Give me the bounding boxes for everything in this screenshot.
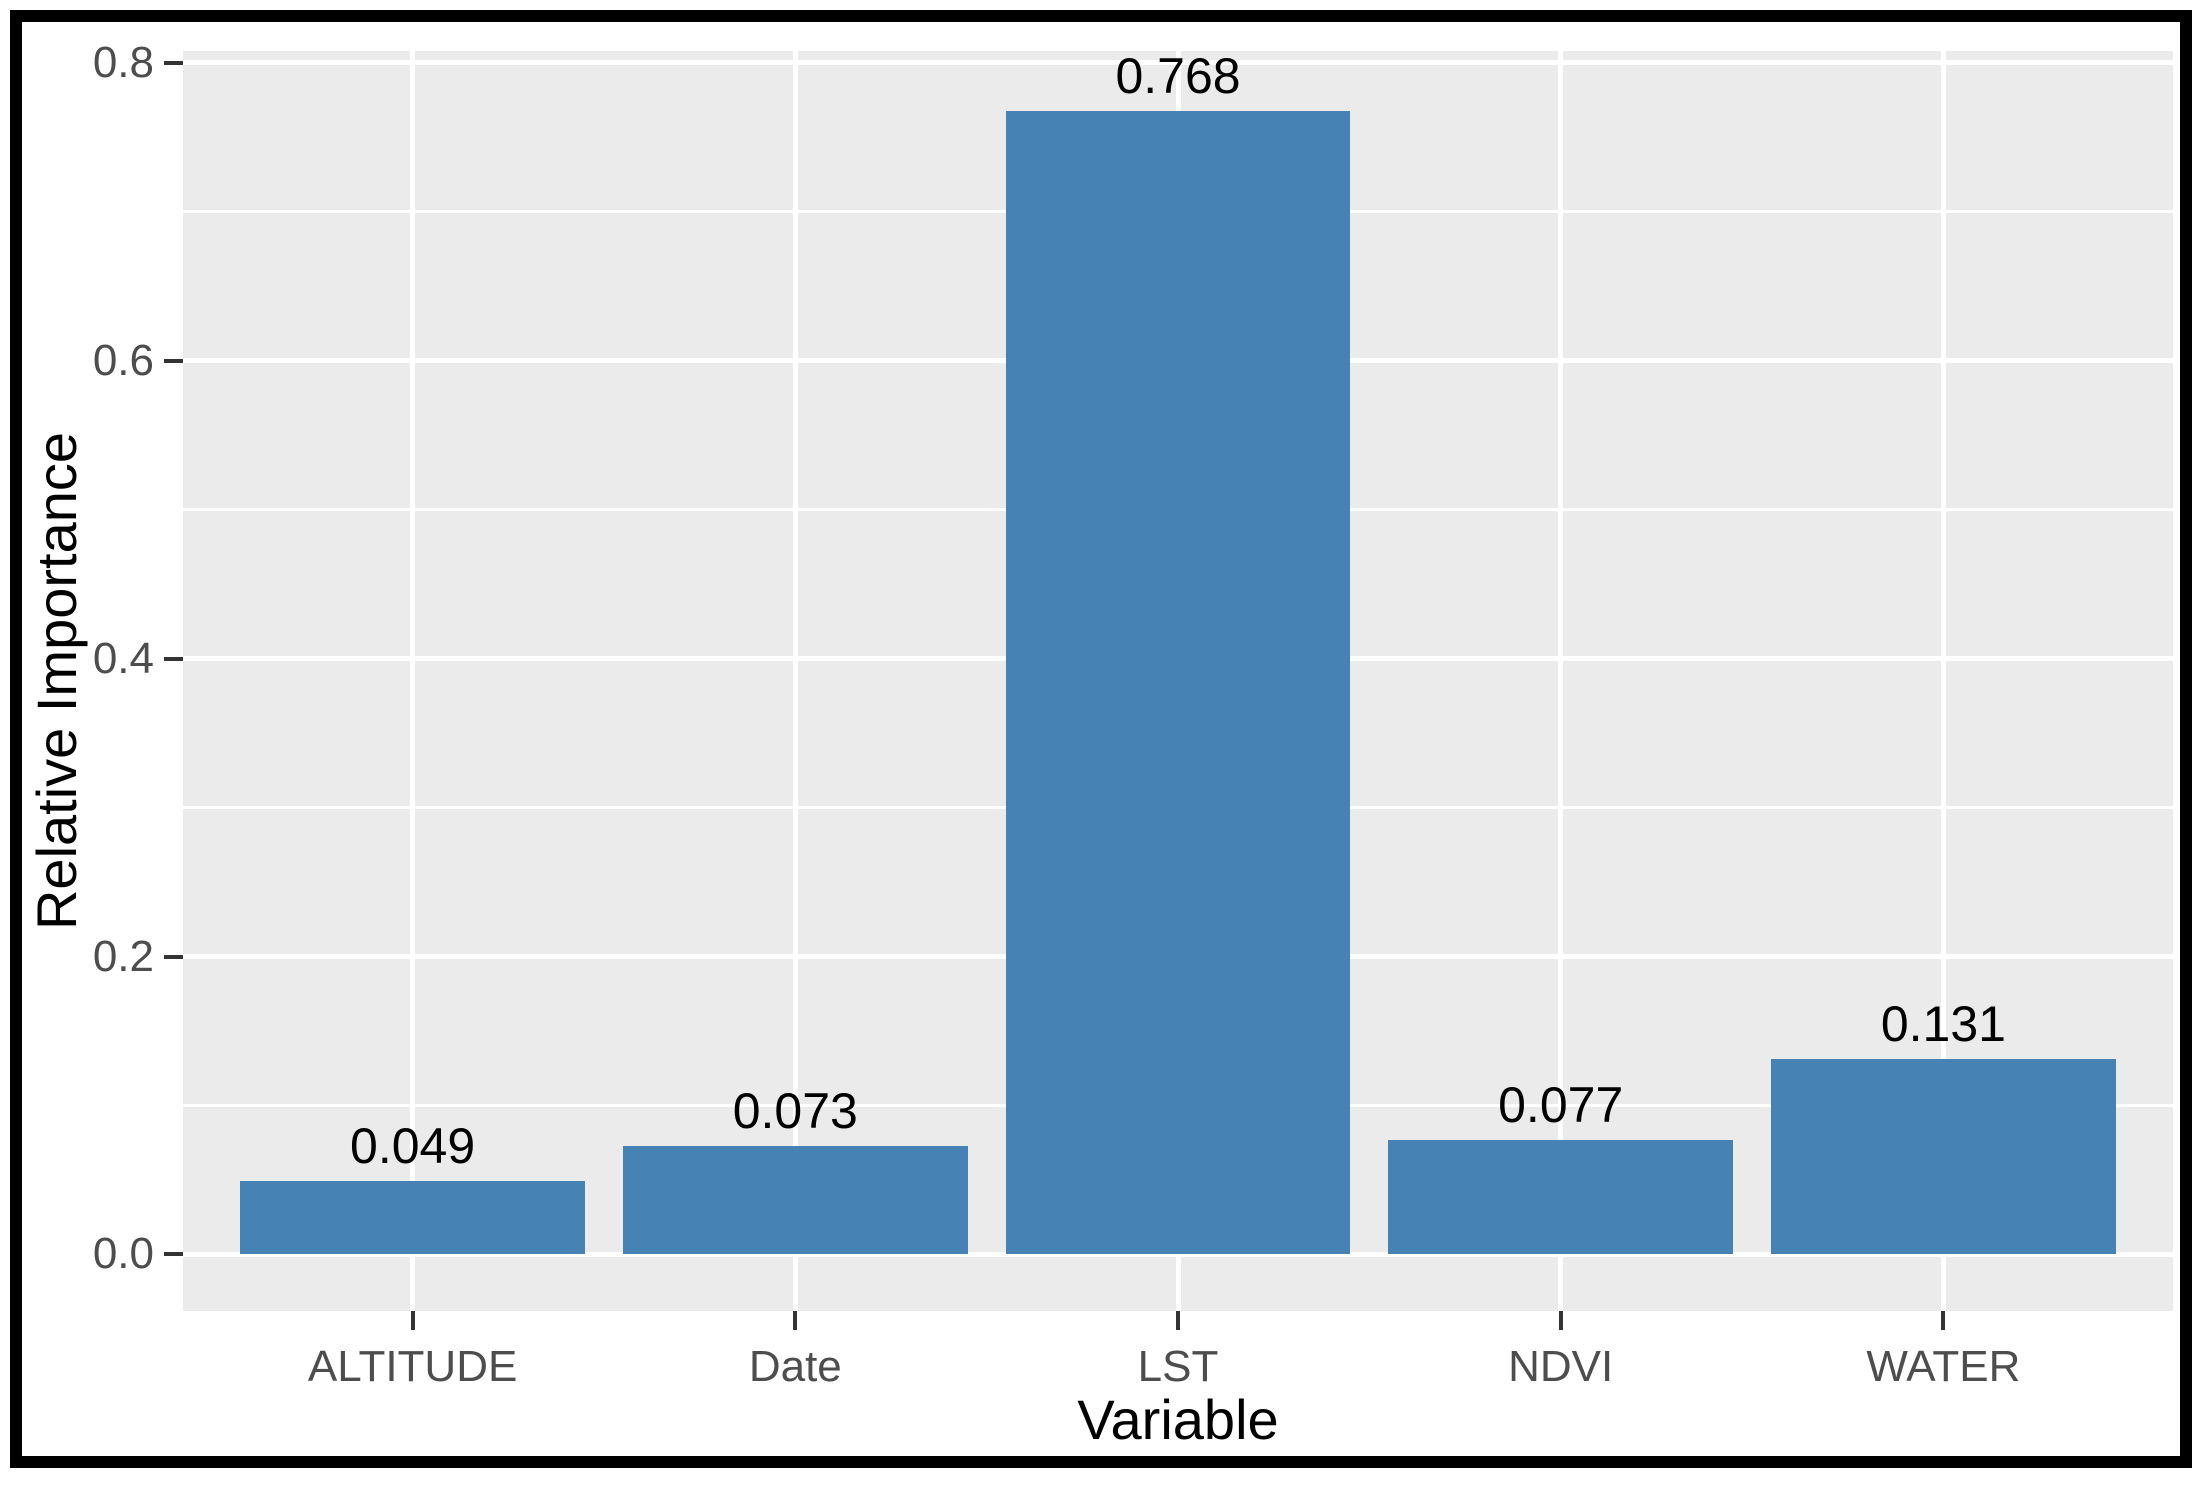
x-tick-mark — [1176, 1311, 1180, 1330]
y-tick-label: 0.8 — [92, 37, 154, 87]
y-tick-mark — [164, 954, 183, 959]
x-tick-label: LST — [1137, 1342, 1219, 1391]
y-tick-label: 0.0 — [92, 1229, 154, 1279]
bar-value-label: 0.768 — [1115, 51, 1241, 104]
category-gridline — [1558, 51, 1564, 1311]
category-gridline — [410, 51, 416, 1311]
bar-WATER — [1771, 1059, 2116, 1255]
y-tick-mark — [164, 358, 183, 363]
bar-value-label: 0.131 — [1880, 996, 2006, 1053]
bar-Date — [623, 1145, 968, 1255]
bar-ALTITUDE — [240, 1181, 585, 1255]
category-gridline — [1940, 51, 1946, 1311]
x-axis-title: Variable — [1077, 1388, 1279, 1451]
x-tick-mark — [1941, 1311, 1946, 1330]
bar-NDVI — [1388, 1139, 1733, 1255]
x-tick-label: WATER — [1866, 1342, 2021, 1391]
x-tick-label: NDVI — [1508, 1342, 1614, 1391]
x-tick-mark — [793, 1311, 798, 1330]
bar-value-label: 0.073 — [732, 1082, 858, 1139]
y-tick-mark — [164, 656, 183, 661]
x-tick-label: ALTITUDE — [307, 1342, 518, 1391]
y-tick-mark — [164, 1252, 183, 1257]
bar-value-label: 0.049 — [350, 1118, 476, 1175]
x-tick-label: Date — [748, 1342, 842, 1391]
bar-LST — [1005, 110, 1351, 1255]
y-tick-label: 0.4 — [92, 633, 154, 683]
category-gridline — [792, 51, 798, 1311]
y-axis-title: Relative Importance — [25, 431, 88, 931]
y-tick-label: 0.6 — [92, 335, 154, 385]
y-tick-mark — [164, 60, 183, 65]
bar-value-label: 0.077 — [1498, 1076, 1624, 1133]
plot-panel: 0.049 0.073 0.768 0.077 0.131 — [183, 51, 2173, 1311]
y-tick-label: 0.2 — [92, 931, 154, 981]
x-tick-mark — [1558, 1311, 1563, 1330]
x-tick-mark — [410, 1311, 415, 1330]
